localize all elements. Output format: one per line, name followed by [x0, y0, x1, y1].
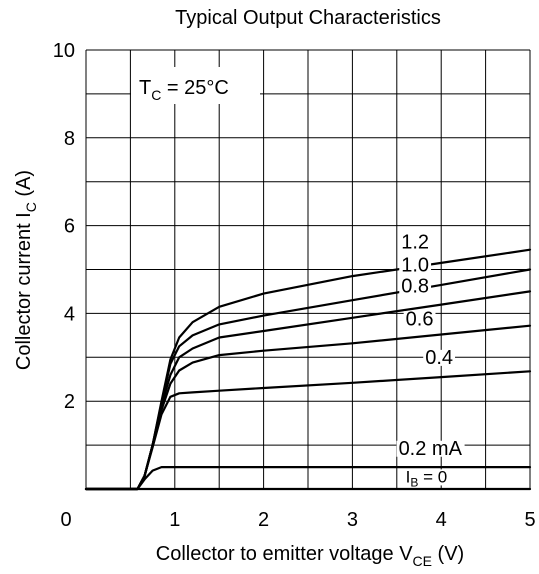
y-tick-label: 2	[64, 391, 75, 413]
y-tick-label: 10	[53, 40, 75, 62]
curve-label-2: 0.8	[401, 275, 429, 297]
curve-label-4: 0.4	[425, 347, 453, 369]
y-tick-label: 4	[64, 303, 75, 325]
curve-label-bg	[399, 234, 432, 251]
y-axis-label: Collector current IC (A)	[13, 170, 39, 370]
curve-label-bg	[396, 440, 465, 457]
curve-label-bg	[423, 349, 456, 366]
curve-label-0: 1.2	[401, 231, 429, 253]
ib-zero-label-i: I	[406, 467, 411, 486]
series-curve-5	[84, 466, 532, 491]
ib-zero-label: IB = 0	[406, 467, 448, 489]
temperature-label-box	[131, 67, 260, 104]
curve-label-3: 0.6	[406, 308, 434, 330]
x-axis-label: Collector to emitter voltage VCE (V)	[156, 543, 464, 569]
x-tick-label: 1	[169, 509, 180, 531]
curve-label-bg	[399, 278, 432, 295]
ib-zero-label-bg	[403, 469, 470, 486]
temperature-annotation: TC = 25°C	[139, 77, 229, 103]
x-axis-label-sub: CE	[413, 553, 432, 569]
y-axis-label-unit: (A)	[13, 170, 35, 202]
curves-group	[84, 248, 532, 491]
x-tick-label: 5	[524, 509, 535, 531]
curve-label-bg	[403, 311, 436, 328]
curve-labels-group: 1.21.00.8 0.6 0.4 0.2 mA IB = 0	[396, 231, 470, 489]
x-tick-label: 0	[60, 509, 71, 531]
curve-label-1: 1.0	[401, 255, 429, 277]
x-axis-label-main: Collector to emitter voltage V	[156, 543, 413, 565]
curve-label-5: 0.2 mA	[399, 438, 463, 460]
x-tick-label: 4	[436, 509, 447, 531]
y-axis-label-main: Collector current I	[13, 212, 35, 370]
temperature-annotation-rest: = 25°C	[161, 77, 228, 99]
chart-title: Typical Output Characteristics	[175, 7, 441, 29]
temperature-annotation-sub: C	[151, 87, 161, 103]
ib-zero-label-sub: B	[410, 475, 418, 489]
plot-grid	[85, 49, 531, 490]
ib-zero-label-rest: = 0	[418, 467, 447, 486]
x-tick-label: 2	[258, 509, 269, 531]
y-tick-label: 8	[64, 128, 75, 150]
y-tick-label: 6	[64, 216, 75, 238]
temperature-annotation-t: T	[139, 77, 151, 99]
x-axis-label-unit: (V)	[432, 543, 464, 565]
y-axis-label-sub: C	[23, 202, 39, 212]
tick-labels-group: 0 1 2 3 4 5 2 4 6 8 10	[53, 40, 536, 531]
series-curve-4	[84, 370, 532, 491]
x-tick-label: 3	[347, 509, 358, 531]
curve-label-bg	[399, 257, 432, 274]
